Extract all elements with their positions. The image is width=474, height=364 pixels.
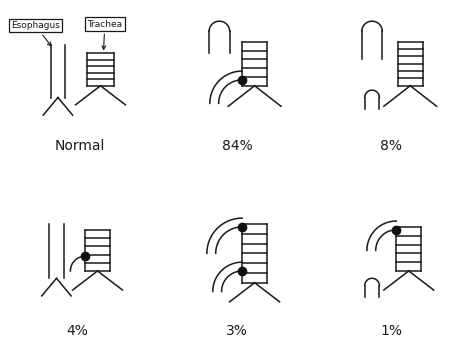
- Text: Esophagus: Esophagus: [11, 21, 60, 46]
- Text: 1%: 1%: [380, 324, 402, 339]
- Text: 84%: 84%: [222, 139, 252, 153]
- Text: Normal: Normal: [55, 139, 105, 153]
- Text: 3%: 3%: [226, 324, 248, 339]
- Text: Trachea: Trachea: [87, 20, 122, 50]
- Text: 8%: 8%: [380, 139, 402, 153]
- Text: 4%: 4%: [66, 324, 88, 339]
